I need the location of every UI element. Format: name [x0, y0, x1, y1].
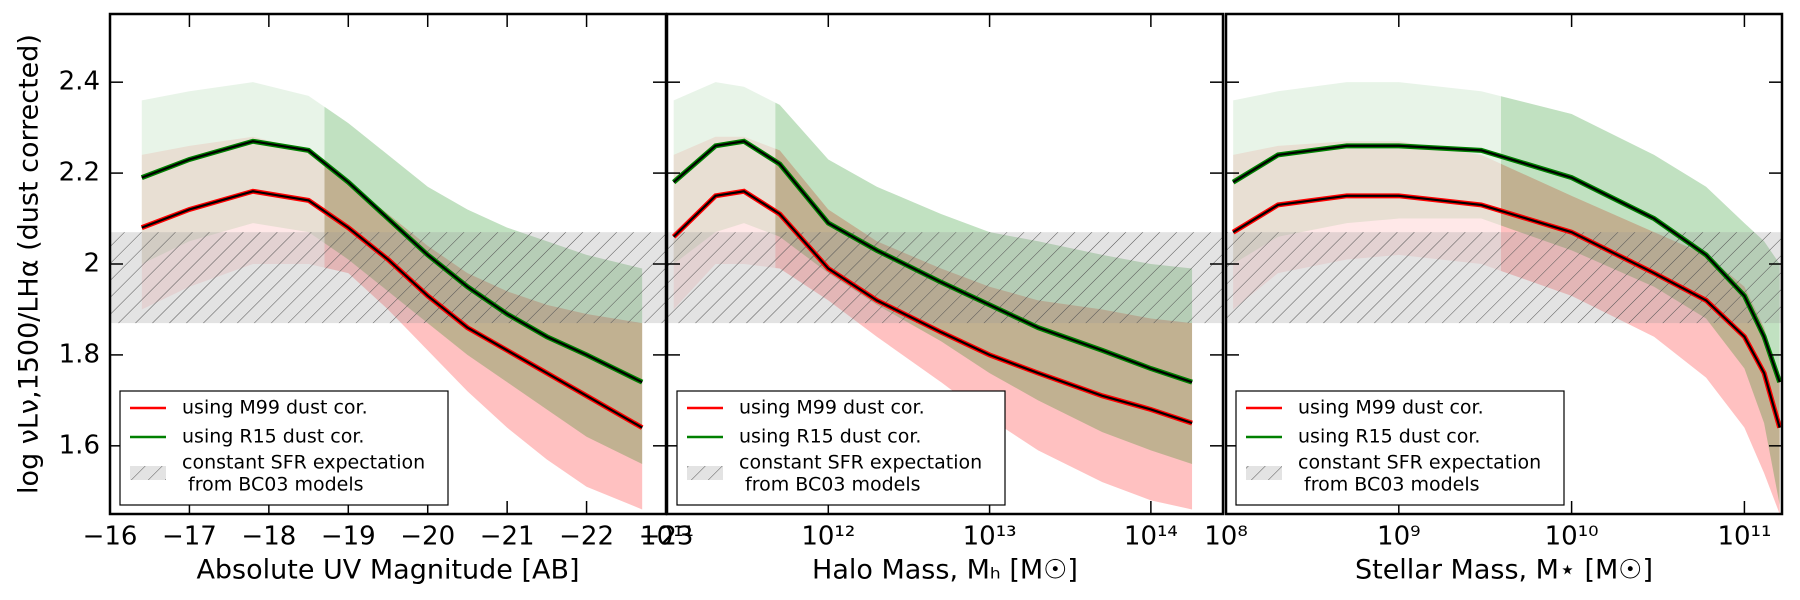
uncertainty-band-light: [673, 136, 1193, 510]
uncertainty-band: [1500, 96, 1780, 505]
legend-label: constant SFR expectation: [1298, 452, 1541, 474]
y-tick-label: 2.4: [59, 67, 100, 97]
x-tick-label: −23: [639, 522, 694, 552]
legend-label: constant SFR expectation: [182, 452, 425, 474]
x-tick-label: −18: [241, 522, 296, 552]
x-axis-label: Halo Mass, Mₕ [M☉]: [812, 555, 1078, 586]
y-tick-label: 2: [83, 249, 100, 279]
uncertainty-band-light: [141, 136, 643, 510]
legend-label: from BC03 models: [182, 474, 364, 496]
x-tick-label: 10⁸: [1204, 522, 1248, 552]
x-tick-label: 10¹¹: [640, 522, 694, 552]
x-tick-label: 10¹⁰: [1545, 522, 1599, 552]
x-tick-label: −16: [83, 522, 138, 552]
legend-label: using M99 dust cor.: [1298, 397, 1484, 419]
plot-area: [667, 82, 1223, 510]
median-line: [672, 140, 1193, 384]
legend-label: using R15 dust cor.: [739, 426, 921, 448]
legend-label: using M99 dust cor.: [739, 397, 925, 419]
median-line: [1232, 144, 1781, 383]
y-tick-label: 1.6: [59, 430, 100, 460]
x-tick-label: −20: [400, 522, 455, 552]
x-axis-label: Stellar Mass, M⋆ [M☉]: [1355, 555, 1653, 586]
plot-area: [110, 82, 666, 510]
median-line: [141, 140, 643, 384]
sfr-band-hatch: [1226, 232, 1782, 324]
legend-swatch: [130, 466, 166, 480]
legend-label: from BC03 models: [1298, 474, 1480, 496]
x-tick-label: 10¹¹: [1717, 522, 1771, 552]
legend-label: from BC03 models: [739, 474, 921, 496]
panel: 10¹¹ 10¹² 10¹³ 10¹⁴ Halo Mass, Mₕ [M☉] using …: [640, 12, 1225, 586]
y-tick-label: 1.8: [59, 339, 100, 369]
sfr-band-hatch: [667, 232, 1223, 324]
y-tick-label: 2.2: [59, 158, 100, 188]
legend-label: using R15 dust cor.: [182, 426, 364, 448]
legend-label: constant SFR expectation: [739, 452, 982, 474]
x-tick-label: 10¹³: [963, 522, 1017, 552]
y-axis-label: log νLν,1500/LHα (dust corrected): [14, 34, 45, 494]
x-tick-label: −22: [559, 522, 614, 552]
legend-label: using M99 dust cor.: [182, 397, 368, 419]
median-line: [1232, 194, 1781, 428]
x-tick-label: −17: [162, 522, 217, 552]
sfr-band-hatch: [110, 232, 666, 324]
uncertainty-band: [775, 148, 1193, 510]
legend-swatch: [1246, 466, 1282, 480]
x-tick-label: 10¹²: [801, 522, 855, 552]
x-tick-label: −21: [480, 522, 535, 552]
legend: using M99 dust cor. using R15 dust cor. co…: [676, 390, 1006, 506]
legend-swatch: [687, 466, 723, 480]
median-line: [141, 190, 643, 429]
legend: using M99 dust cor. using R15 dust cor. co…: [119, 390, 449, 506]
panel: 10⁸ 10⁹ 10¹⁰ 10¹¹ Stellar Mass, M⋆ [M☉] using…: [1204, 12, 1784, 586]
legend-box: [1235, 390, 1565, 506]
legend: using M99 dust cor. using R15 dust cor. co…: [1235, 390, 1565, 506]
x-tick-label: 10¹⁴: [1124, 522, 1178, 552]
x-axis-label: Absolute UV Magnitude [AB]: [196, 555, 579, 586]
panel: −16 −17 −18 −19 −20 −21 −22 −23 1.6 1.8 2 2.2 2.4 Abs…: [14, 12, 694, 586]
median-line: [672, 190, 1193, 425]
x-tick-label: −19: [321, 522, 376, 552]
plot-area: [1226, 82, 1782, 514]
x-tick-label: 10⁹: [1377, 522, 1421, 552]
legend-box: [119, 390, 449, 506]
legend-box: [676, 390, 1006, 506]
legend-label: using R15 dust cor.: [1298, 426, 1480, 448]
uncertainty-band-light: [1233, 82, 1780, 505]
